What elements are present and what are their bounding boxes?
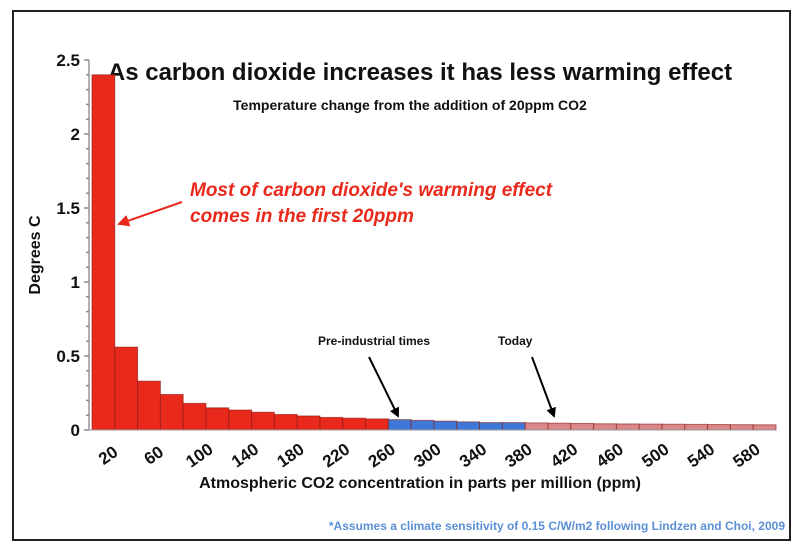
annotation-main-arrow xyxy=(117,201,183,227)
bars xyxy=(89,74,777,431)
y-tick-label: 1 xyxy=(71,273,80,292)
bar-early xyxy=(182,402,207,431)
bar-future xyxy=(593,423,617,431)
y-tick-label: 0.5 xyxy=(56,347,80,366)
chart-subtitle: Temperature change from the addition of … xyxy=(233,97,587,113)
bar-future xyxy=(707,424,731,431)
bar-early xyxy=(205,407,230,431)
bar-future xyxy=(615,423,640,431)
bar-pre-industrial xyxy=(479,422,503,431)
chart-subtitle-text: Temperature change from the addition of … xyxy=(233,97,587,113)
bar-early xyxy=(114,346,139,431)
bar-pre-industrial xyxy=(387,419,412,431)
y-axis-label: Degrees C xyxy=(27,215,44,295)
y-axis: 0 0.5 1 1.5 2 2.5 xyxy=(56,51,90,440)
bar-early xyxy=(137,380,161,431)
bar-early xyxy=(342,417,367,431)
bar-future xyxy=(570,422,595,431)
y-tick-label: 2.5 xyxy=(56,51,80,70)
bar-early xyxy=(273,413,298,431)
bar-early xyxy=(159,393,184,431)
bar-pre-industrial xyxy=(501,422,526,431)
bar-early xyxy=(91,74,116,431)
bar-future xyxy=(638,423,663,431)
y-tick-label: 2 xyxy=(71,125,80,144)
annotation-pre-industrial: Pre-industrial times xyxy=(318,334,430,348)
y-tick-label: 0 xyxy=(71,421,80,440)
bar-pre-industrial xyxy=(433,420,458,431)
today-arrow xyxy=(531,356,556,418)
annotation-main-line1: Most of carbon dioxide's warming effect xyxy=(190,180,553,201)
bar-pre-industrial xyxy=(456,421,481,431)
bar-early xyxy=(365,418,389,431)
bar-early xyxy=(228,409,253,431)
chart-frame xyxy=(12,10,791,541)
annotation-main-line2: comes in the first 20ppm xyxy=(190,206,414,227)
annotation-today: Today xyxy=(498,334,533,348)
bar-early xyxy=(296,415,321,431)
footnote: *Assumes a climate sensitivity of 0.15 C… xyxy=(329,519,785,533)
bar-future xyxy=(547,422,572,431)
bar-pre-industrial xyxy=(410,419,435,431)
bar-future xyxy=(729,424,754,431)
bar-early xyxy=(251,411,275,431)
bar-early xyxy=(319,416,344,431)
y-tick-label: 1.5 xyxy=(56,199,80,218)
chart-title: As carbon dioxide increases it has less … xyxy=(108,59,732,86)
bar-future xyxy=(661,423,686,431)
bar-future xyxy=(524,422,549,431)
bar-future xyxy=(752,424,777,431)
bar-future xyxy=(684,423,709,431)
pre-industrial-arrow xyxy=(368,356,399,418)
x-axis-label: Atmospheric CO2 concentration in parts p… xyxy=(199,475,641,492)
